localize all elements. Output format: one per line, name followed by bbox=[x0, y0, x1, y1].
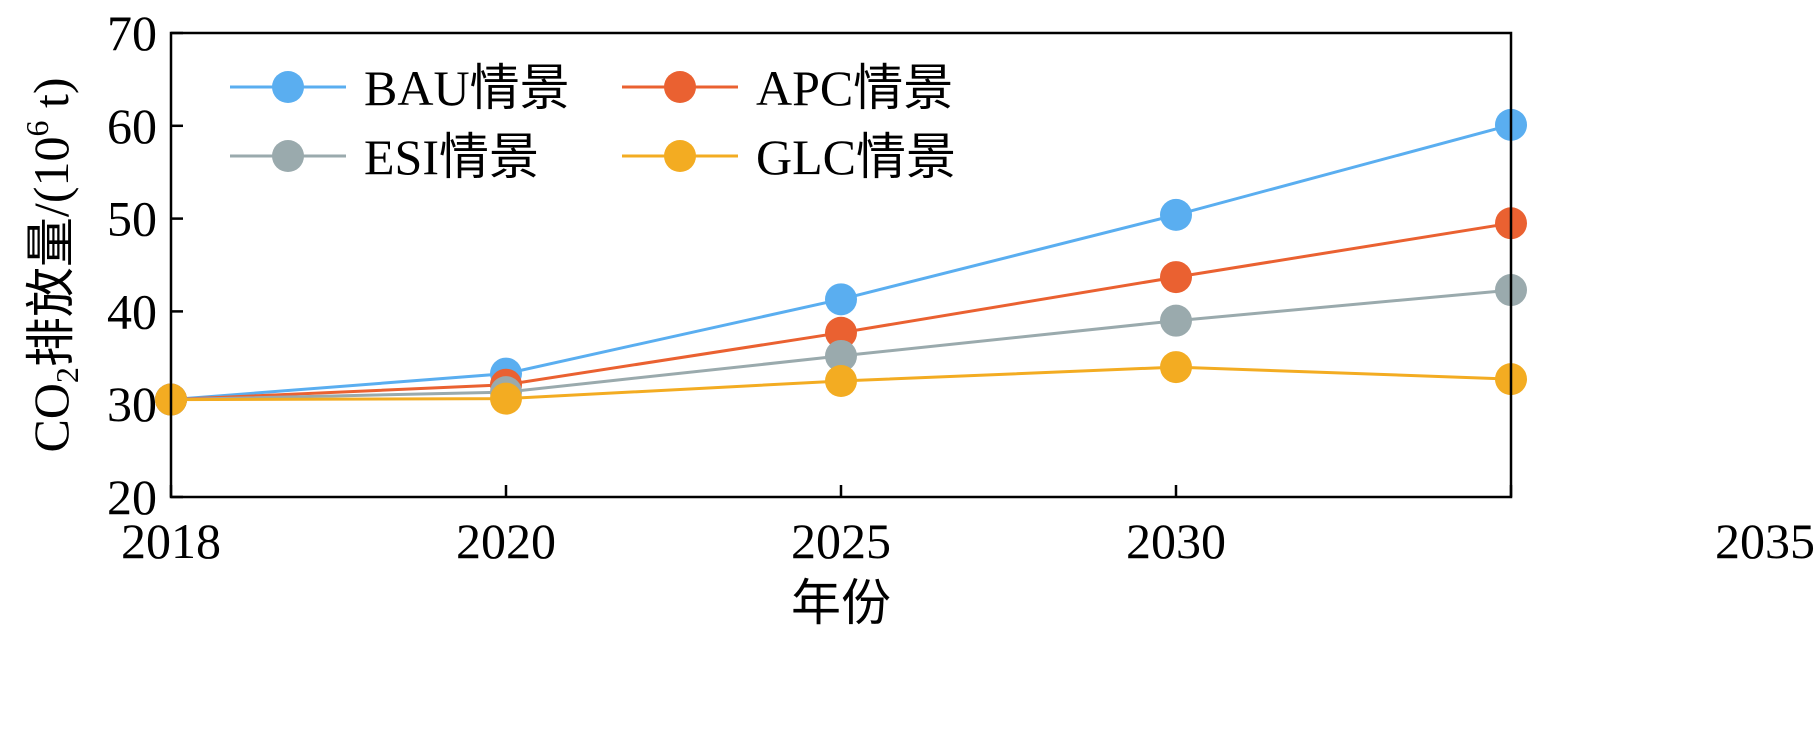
legend-marker bbox=[664, 71, 696, 103]
data-point bbox=[825, 365, 857, 397]
x-tick-label: 2025 bbox=[791, 513, 891, 569]
legend-label: APC情景 bbox=[756, 60, 953, 116]
series-layer bbox=[155, 108, 1527, 416]
x-tick-label: 2030 bbox=[1126, 513, 1226, 569]
legend-label: GLC情景 bbox=[756, 129, 956, 185]
data-point bbox=[825, 283, 857, 316]
data-point bbox=[1160, 198, 1192, 231]
y-tick-label: 70 bbox=[107, 5, 157, 61]
legend-label: BAU情景 bbox=[364, 60, 570, 116]
legend-item: GLC情景 bbox=[622, 129, 956, 185]
plot-frame bbox=[169, 31, 1513, 499]
x-tick-label: 2018 bbox=[121, 513, 221, 569]
data-point bbox=[1160, 304, 1192, 337]
y-axis-title-mid: 排放量/(10 bbox=[23, 137, 79, 368]
y-tick-label: 30 bbox=[107, 376, 157, 432]
x-axis-ticks: 2018 2020 2025 2030 2035 bbox=[121, 485, 1815, 569]
y-tick-label: 50 bbox=[107, 191, 157, 247]
legend-marker bbox=[272, 71, 304, 103]
legend-item: APC情景 bbox=[622, 60, 953, 116]
y-axis-title-prefix: CO bbox=[23, 383, 79, 452]
legend-item: ESI情景 bbox=[230, 129, 539, 185]
y-tick-label: 20 bbox=[107, 469, 157, 525]
x-axis-title: 年份 bbox=[791, 575, 891, 631]
x-tick-label: 2020 bbox=[456, 513, 556, 569]
y-axis-ticks: 20 30 40 50 60 70 bbox=[107, 5, 183, 525]
y-axis-title-superscript: 6 bbox=[19, 121, 55, 137]
data-point bbox=[490, 382, 522, 415]
data-point bbox=[825, 316, 857, 349]
y-axis-title-subscript: 2 bbox=[49, 367, 85, 383]
legend-marker bbox=[664, 140, 696, 172]
y-tick-label: 40 bbox=[107, 283, 157, 339]
legend-item: BAU情景 bbox=[230, 60, 570, 116]
data-point bbox=[1160, 261, 1192, 294]
legend: BAU情景 APC情景 ESI情景 GLC情景 bbox=[230, 60, 956, 185]
legend-marker bbox=[272, 140, 304, 172]
y-tick-label: 60 bbox=[107, 98, 157, 154]
data-point bbox=[825, 339, 857, 372]
data-point bbox=[1160, 351, 1192, 384]
legend-label: ESI情景 bbox=[364, 129, 539, 185]
y-axis-title-suffix: t) bbox=[23, 77, 79, 120]
x-tick-label: 2035 bbox=[1715, 513, 1815, 569]
y-axis-title: CO2排放量/(106 t) bbox=[19, 77, 85, 452]
